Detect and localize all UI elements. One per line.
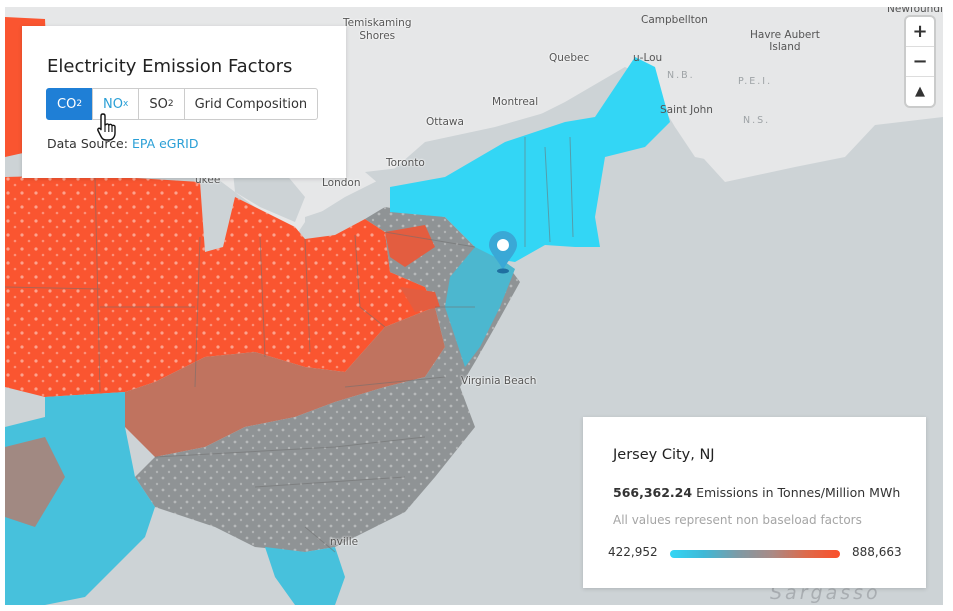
maritimes bbox=[665, 77, 865, 167]
label-toronto: Toronto bbox=[386, 157, 425, 169]
label-saint-john: Saint John bbox=[660, 104, 713, 116]
location-info-card: Jersey City, NJ 566,362.24 Emissions in … bbox=[583, 417, 926, 588]
co2-button[interactable]: CO 2 bbox=[46, 88, 94, 120]
label-ns: N.S. bbox=[743, 115, 771, 126]
legend-gradient-bar bbox=[670, 550, 840, 558]
map-canvas bbox=[5, 7, 943, 605]
region-low-ne bbox=[390, 57, 670, 262]
pollutant-button-group: CO 2 NO x SO 2 Grid Composition bbox=[46, 88, 319, 120]
patch-mixed-sw bbox=[5, 437, 65, 527]
panel-title: Electricity Emission Factors bbox=[47, 56, 293, 77]
info-value: 566,362.24 Emissions in Tonnes/Million M… bbox=[613, 485, 901, 500]
emission-panel: Electricity Emission Factors CO 2 NO x SO 2… bbox=[22, 26, 346, 178]
label-london: London bbox=[322, 177, 361, 189]
data-source: Data Source: EPA eGRID bbox=[47, 136, 199, 151]
legend-min: 422,952 bbox=[608, 545, 658, 559]
label-jacksonville: nville bbox=[330, 536, 359, 548]
region-low-fl bbox=[265, 547, 345, 605]
label-newfoundland: Newfoundland bbox=[887, 7, 943, 15]
zoom-out-button[interactable]: − bbox=[906, 47, 934, 77]
label-virginia-beach: Virginia Beach bbox=[461, 375, 537, 387]
so2-button[interactable]: SO 2 bbox=[138, 88, 185, 120]
epa-egrid-link[interactable]: EPA eGRID bbox=[131, 136, 199, 151]
label-ottawa: Ottawa bbox=[426, 116, 464, 128]
lake-huron bbox=[233, 167, 305, 222]
label-temiskaming: Temiskaming Shores bbox=[343, 17, 412, 42]
location-marker bbox=[489, 231, 517, 274]
legend-max: 888,663 bbox=[852, 545, 902, 559]
st-lawrence bbox=[435, 67, 645, 177]
label-nb: N.B. bbox=[667, 70, 695, 81]
region-low-nj bbox=[445, 247, 515, 367]
compass-reset-button[interactable]: ▲ bbox=[915, 84, 925, 99]
map-area[interactable]: Temiskaming Shores Campbellton Havre Aub… bbox=[5, 7, 943, 605]
label-havre: Havre Aubert Island bbox=[750, 29, 820, 53]
state-borders bbox=[5, 136, 574, 553]
zoom-in-button[interactable]: + bbox=[906, 17, 934, 47]
grid-composition-button[interactable]: Grid Composition bbox=[183, 88, 319, 120]
zoom-control: + − ▲ bbox=[906, 17, 934, 106]
patch-high-1 bbox=[385, 225, 435, 267]
lake-ontario bbox=[365, 165, 435, 189]
label-montreal: Montreal bbox=[492, 96, 539, 108]
hand-cursor-icon bbox=[97, 113, 116, 141]
label-campbellton: Campbellton bbox=[641, 14, 708, 26]
lake-michigan bbox=[200, 175, 223, 252]
label-du: u-Lou bbox=[633, 52, 663, 64]
info-city: Jersey City, NJ bbox=[613, 447, 715, 463]
region-mixed bbox=[125, 307, 445, 457]
patch-high-2 bbox=[400, 287, 440, 312]
label-pei: P.E.I. bbox=[738, 76, 773, 87]
lake-erie bbox=[305, 197, 383, 239]
info-note: All values represent non baseload factor… bbox=[613, 513, 862, 527]
label-quebec: Quebec bbox=[549, 52, 590, 64]
